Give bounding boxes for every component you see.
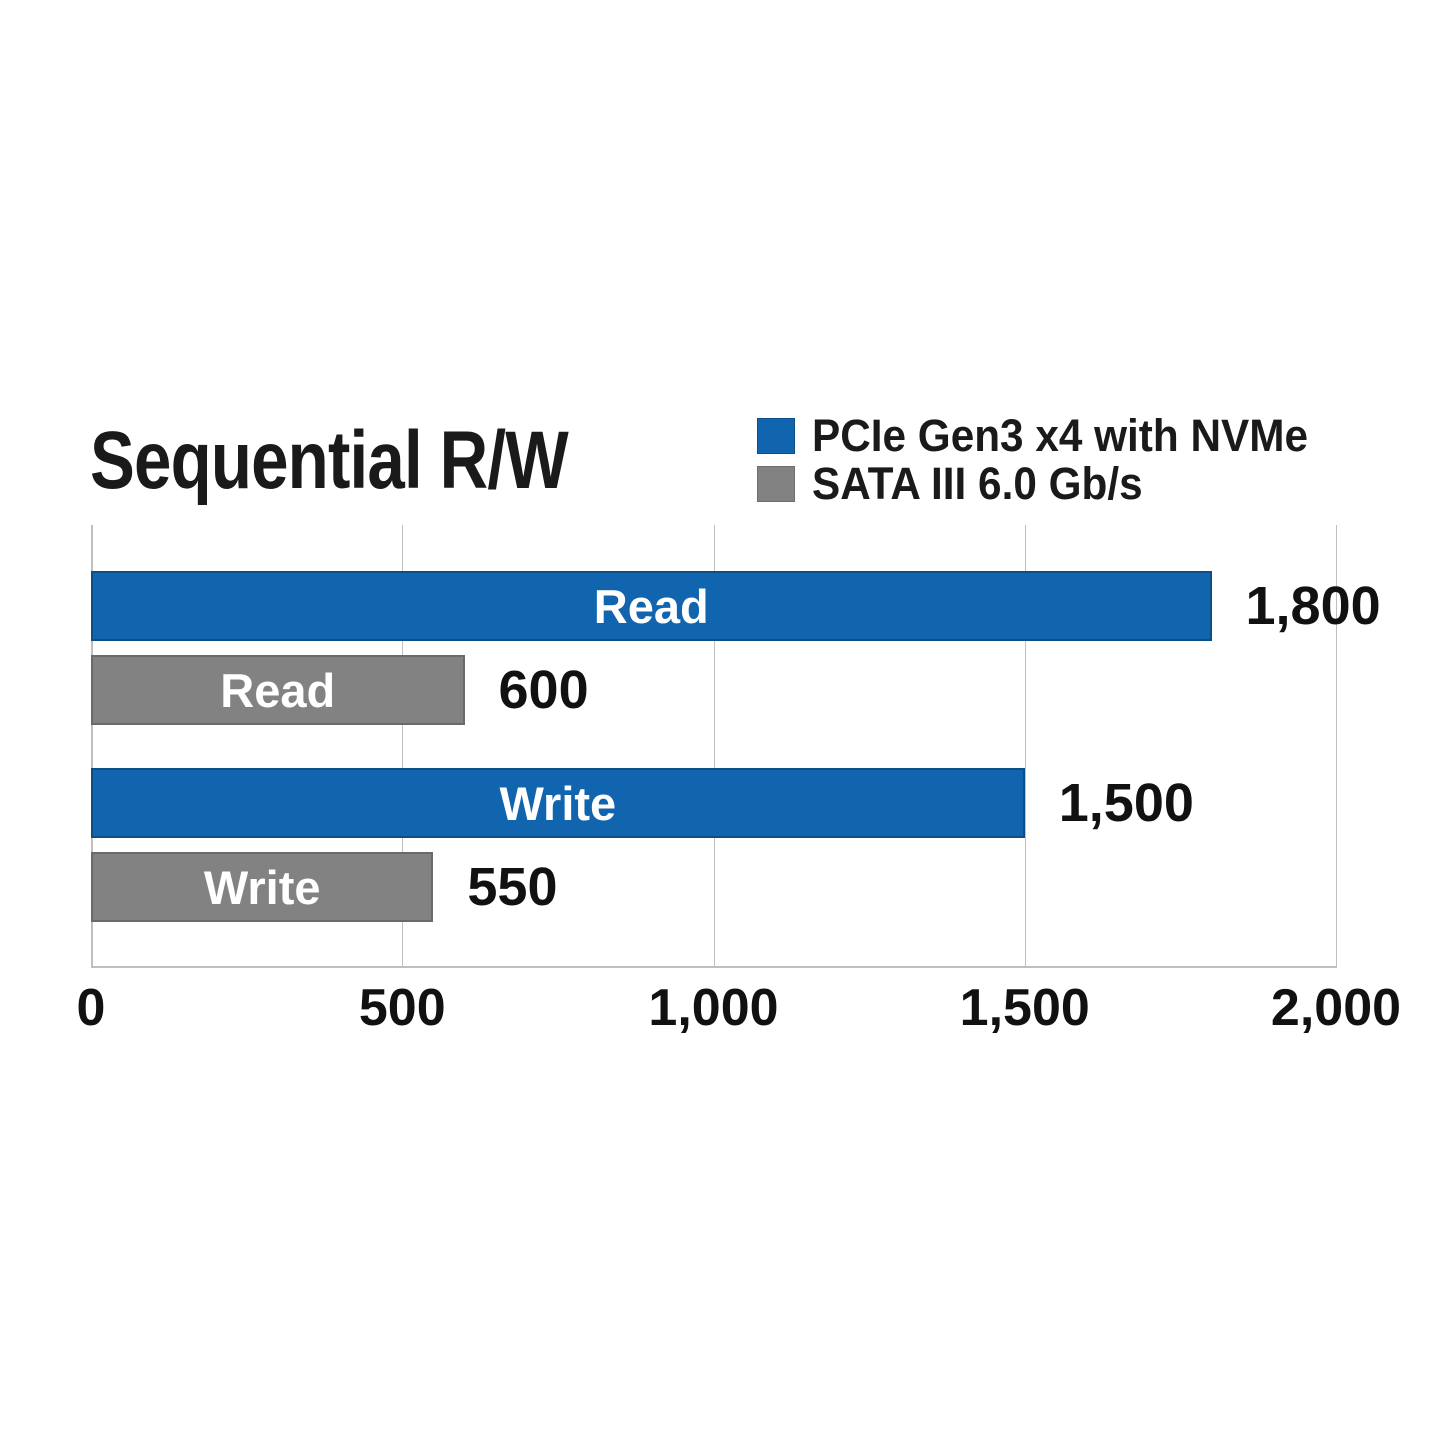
legend-item-pcie: PCIe Gen3 x4 with NVMe (757, 410, 1357, 461)
bar-value-write-sata: 550 (467, 857, 558, 917)
gridline-500 (402, 525, 404, 967)
legend-swatch-blue-icon (757, 418, 795, 454)
bar-write-pcie: Write (91, 768, 1025, 838)
legend-swatch-gray-icon (757, 466, 795, 502)
bar-read-pcie: Read (91, 571, 1212, 641)
gridline-2000 (1336, 525, 1337, 967)
x-tick-label-1500: 1,500 (959, 979, 1090, 1037)
bar-write-sata: Write (91, 852, 434, 922)
chart-title: Sequential R/W (90, 415, 569, 506)
bar-label-read: Read (593, 579, 709, 633)
legend-label-sata: SATA III 6.0 Gb/s (812, 458, 1143, 509)
bar-value-write-pcie: 1,500 (1058, 773, 1194, 833)
gridline-1500 (1024, 525, 1026, 967)
gridline-1000 (713, 525, 715, 967)
bar-label-write: Write (499, 776, 617, 830)
bar-label-write: Write (203, 860, 321, 914)
bar-read-sata: Read (91, 655, 465, 725)
bar-label-read: Read (220, 663, 336, 717)
x-tick-label-1000: 1,000 (648, 979, 779, 1037)
chart-legend: PCIe Gen3 x4 with NVMe SATA III 6.0 Gb/s (757, 410, 1357, 509)
x-tick-label-2000: 2,000 (1270, 979, 1402, 1037)
bar-value-read-sata: 600 (498, 660, 589, 720)
x-tick-label-0: 0 (76, 979, 106, 1037)
legend-label-pcie: PCIe Gen3 x4 with NVMe (812, 410, 1308, 461)
bar-value-read-pcie: 1,800 (1245, 576, 1381, 636)
x-tick-label-500: 500 (358, 979, 446, 1037)
x-axis-line (91, 966, 1337, 968)
legend-item-sata: SATA III 6.0 Gb/s (757, 458, 1357, 509)
y-axis-line (91, 525, 93, 968)
